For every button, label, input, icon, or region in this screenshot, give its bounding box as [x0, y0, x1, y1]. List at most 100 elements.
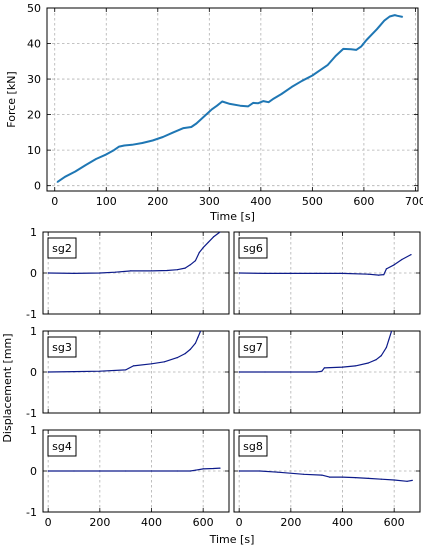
data-point — [73, 272, 75, 274]
data-point — [150, 470, 153, 472]
data-point — [238, 272, 240, 274]
data-point — [411, 479, 413, 481]
x-tick-label: 400 — [250, 195, 271, 208]
data-point — [401, 16, 404, 18]
data-point — [202, 247, 204, 249]
data-point — [301, 80, 303, 82]
data-point — [239, 105, 241, 107]
x-tick-label: 0 — [51, 195, 58, 208]
x-tick-label: 200 — [280, 516, 301, 529]
data-point — [259, 470, 261, 472]
x-tick-label: 500 — [302, 195, 323, 208]
data-point — [211, 108, 213, 110]
data-point — [105, 153, 107, 155]
data-point — [376, 28, 378, 30]
panel-label-box — [47, 336, 77, 358]
data-point — [380, 355, 382, 357]
data-point — [212, 236, 215, 238]
panel-label-box — [47, 435, 77, 457]
data-point — [396, 15, 398, 17]
data-point — [383, 274, 385, 276]
data-point — [389, 15, 391, 18]
panel-label-sg7: sg7 — [243, 341, 263, 354]
data-point — [238, 371, 240, 373]
data-point — [229, 103, 231, 105]
panel-sg8: 0 200 400 600 — [233, 429, 421, 529]
data-point — [375, 359, 377, 361]
data-point — [316, 272, 318, 274]
panel-label-sg3: sg3 — [52, 341, 72, 354]
data-point — [99, 370, 101, 372]
y-tick-label: -1 — [26, 308, 37, 321]
data-point — [277, 471, 279, 473]
data-point — [341, 476, 344, 478]
data-point — [410, 254, 412, 256]
x-tick-label: 200 — [147, 195, 168, 208]
data-point — [264, 371, 266, 373]
data-point — [350, 48, 352, 50]
data-point — [321, 370, 323, 372]
panel-label-sg4: sg4 — [52, 440, 72, 453]
data-point — [406, 480, 408, 482]
data-point — [184, 353, 186, 355]
data-point — [56, 181, 58, 183]
y-tick-label: 0 — [30, 267, 37, 280]
x-tick-label: 700 — [405, 195, 423, 208]
plot-frame — [46, 7, 419, 192]
data-point — [203, 115, 205, 117]
series-sg8 — [238, 470, 413, 482]
data-point — [194, 342, 196, 344]
data-point — [123, 144, 125, 147]
data-point — [85, 164, 87, 166]
data-point — [150, 363, 153, 365]
data-point — [394, 14, 396, 16]
y-tick-label: -1 — [26, 506, 37, 519]
panel-label-box — [47, 237, 77, 259]
series-sg3 — [47, 331, 202, 373]
panel-label-box — [238, 237, 268, 259]
data-point — [184, 267, 186, 269]
data-point — [380, 478, 382, 480]
data-point — [130, 270, 132, 272]
data-point — [176, 470, 178, 472]
displacement-y-label: Displacement [mm] — [1, 333, 14, 442]
force-line — [56, 14, 403, 183]
data-point — [194, 469, 196, 471]
data-point — [385, 346, 387, 348]
data-point — [74, 170, 76, 173]
y-tick-label: 1 — [30, 226, 37, 239]
data-point — [47, 371, 49, 373]
data-point — [190, 126, 192, 128]
displacement-line-sg6 — [239, 254, 412, 276]
data-point — [355, 49, 357, 51]
data-point — [319, 69, 321, 71]
y-tick-label: 1 — [30, 424, 37, 437]
data-point — [99, 470, 101, 472]
data-point — [385, 268, 387, 270]
displacement-line-sg2 — [48, 232, 221, 274]
x-tick-label: 600 — [353, 195, 374, 208]
data-point — [219, 467, 221, 469]
series-sg7 — [238, 331, 393, 373]
data-point — [219, 232, 221, 233]
data-point — [388, 338, 390, 340]
x-tick-label: 600 — [193, 516, 214, 529]
panel-label-sg8: sg8 — [243, 440, 263, 453]
data-point — [95, 158, 97, 160]
data-point — [189, 264, 191, 266]
y-tick-label: 0 — [34, 180, 41, 193]
panel-label-sg6: sg6 — [243, 242, 263, 255]
data-point — [371, 34, 373, 36]
data-point — [321, 474, 323, 476]
data-point — [238, 470, 240, 472]
data-point — [176, 269, 178, 271]
data-point — [391, 331, 393, 332]
data-point — [182, 127, 185, 129]
displacement-line-sg7 — [239, 331, 393, 373]
data-point — [252, 102, 254, 104]
data-point — [141, 142, 143, 144]
data-point — [202, 468, 204, 470]
x-tick-label: 400 — [141, 516, 162, 529]
data-point — [268, 101, 270, 103]
data-point — [194, 260, 196, 262]
